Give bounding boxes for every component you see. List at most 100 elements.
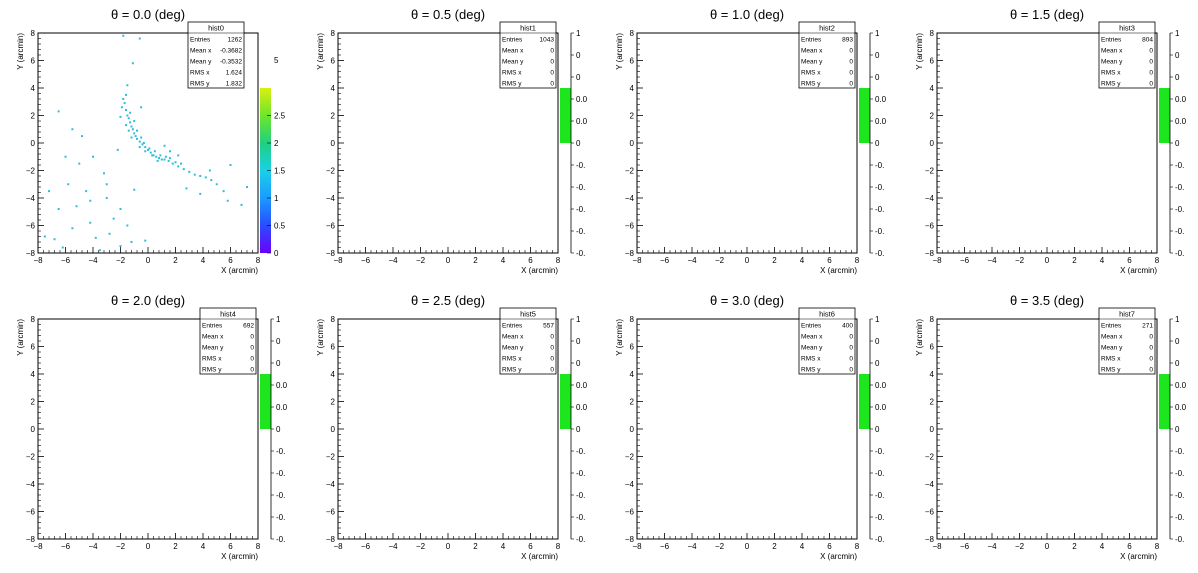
stats-row-value: 0 <box>849 48 853 55</box>
y-tick-label: 2 <box>630 112 635 121</box>
histogram-panel-0: θ = 0.0 (deg)−8 −6 −4 −2 0 2 4 6 8−8−6−4−202468X… <box>16 7 286 275</box>
x-tick-label: −4 <box>687 542 697 551</box>
data-point <box>148 147 151 150</box>
data-point <box>169 150 171 153</box>
x-tick-label: 0 <box>146 256 151 265</box>
x-axis-label: X (arcmin) <box>221 552 258 561</box>
y-tick-label: 4 <box>930 84 935 93</box>
colorbar-tick-label: 0 <box>1175 359 1180 368</box>
data-point <box>144 150 147 153</box>
colorbar-tick-label: 1 <box>1175 315 1180 324</box>
data-point <box>159 154 162 157</box>
stats-row-label: Mean y <box>502 345 524 352</box>
colorbar-tick-label: -0. <box>875 513 884 522</box>
x-tick-label: 6 <box>228 542 233 551</box>
data-point <box>105 197 108 199</box>
x-tick-label: −2 <box>715 542 725 551</box>
x-tick-label: 4 <box>501 542 506 551</box>
data-point <box>103 172 105 175</box>
data-point <box>222 190 225 193</box>
x-axis-label: X (arcmin) <box>521 266 558 275</box>
colorbar-tick-label: -0. <box>875 227 884 236</box>
x-axis-label: X (arcmin) <box>221 266 258 275</box>
stats-row-value: 0 <box>550 334 554 341</box>
colorbar-tick-label: 0.0 <box>875 95 887 104</box>
data-point <box>126 84 129 87</box>
colorbar-tick-label: 0 <box>1175 73 1180 82</box>
y-tick-label: −8 <box>625 535 635 544</box>
data-point <box>180 162 182 165</box>
colorbar-tick-label: 5 <box>274 56 279 65</box>
stats-row-value: 0 <box>550 48 554 55</box>
y-tick-label: −6 <box>326 222 336 231</box>
panel-title: θ = 2.5 (deg) <box>411 293 485 308</box>
y-tick-label: 8 <box>31 315 36 324</box>
stats-row-label: Mean x <box>1101 334 1123 341</box>
colorbar-tick-label: 1 <box>1175 29 1180 38</box>
colorbar-fill <box>859 88 870 143</box>
data-point <box>153 150 156 153</box>
data-point <box>127 129 130 132</box>
data-point <box>144 146 147 149</box>
colorbar-fill <box>560 88 571 143</box>
y-tick-label: −8 <box>326 249 336 258</box>
x-tick-label: 0 <box>1045 542 1050 551</box>
colorbar-tick-label: -0. <box>875 469 884 478</box>
colorbar-tick-label: 0 <box>576 51 581 60</box>
data-point <box>156 159 159 162</box>
x-tick-label: −8 <box>33 542 43 551</box>
x-tick-label: 2 <box>173 256 178 265</box>
y-tick-label: 8 <box>331 315 336 324</box>
colorbar-tick-label: -0. <box>276 447 285 456</box>
data-point <box>131 62 134 65</box>
data-point <box>167 159 170 162</box>
y-axis-label: Y (arcmin) <box>615 33 624 70</box>
data-point <box>122 34 125 37</box>
data-point <box>169 157 171 160</box>
data-point <box>147 148 149 151</box>
y-tick-label: −2 <box>326 453 336 462</box>
y-tick-label: −4 <box>925 194 935 203</box>
colorbar-fill <box>260 374 271 429</box>
colorbar-tick-label: 0 <box>276 425 281 434</box>
colorbar-tick-label: 1 <box>576 29 581 38</box>
stats-row-value: 0 <box>250 334 254 341</box>
colorbar-tick-label: -0. <box>875 535 884 544</box>
data-point <box>64 155 67 158</box>
y-tick-label: 8 <box>331 29 336 38</box>
data-point <box>120 106 123 109</box>
y-tick-label: 0 <box>930 139 935 148</box>
data-point <box>130 241 133 243</box>
colorbar-tick-label: 0 <box>1175 51 1180 60</box>
colorbar-tick-label: -0. <box>1175 227 1184 236</box>
stats-row-value: 804 <box>1142 37 1153 44</box>
y-tick-label: 6 <box>31 343 36 352</box>
colorbar-tick-label: -0. <box>576 469 585 478</box>
stats-row-value: 0 <box>1149 367 1153 374</box>
y-tick-label: −2 <box>26 453 36 462</box>
stats-row-label: RMS x <box>1101 356 1121 363</box>
y-tick-label: −2 <box>625 453 635 462</box>
y-tick-label: −8 <box>26 249 36 258</box>
colorbar-tick-label: 0.0 <box>276 403 288 412</box>
histogram-panel-3: θ = 1.5 (deg)−8 −6 −4 −2 0 2 4 6 8−8−6−4−202468X… <box>915 7 1187 275</box>
x-tick-label: 6 <box>1127 256 1132 265</box>
stats-row-label: Entries <box>202 323 223 330</box>
colorbar-tick-label: 0 <box>875 337 880 346</box>
data-point <box>229 164 232 166</box>
x-tick-label: −8 <box>932 542 942 551</box>
y-tick-label: 2 <box>331 398 336 407</box>
stats-row-label: Entries <box>801 37 822 44</box>
stats-row-label: Entries <box>190 37 211 44</box>
colorbar-tick-label: 0.0 <box>576 117 588 126</box>
stats-row-value: 0 <box>849 367 853 374</box>
stats-box: hist3 Entries 804 Mean x 0 Mean y 0 RMS x 0 RMS y… <box>1098 21 1156 89</box>
stats-row-label: Entries <box>502 37 523 44</box>
stats-row-label: Entries <box>801 323 822 330</box>
panel-title: θ = 3.0 (deg) <box>710 293 784 308</box>
colorbar-tick-label: -0. <box>1175 535 1184 544</box>
y-tick-label: 6 <box>331 57 336 66</box>
x-tick-label: 4 <box>501 256 506 265</box>
y-tick-label: 6 <box>930 57 935 66</box>
data-point <box>78 162 81 165</box>
